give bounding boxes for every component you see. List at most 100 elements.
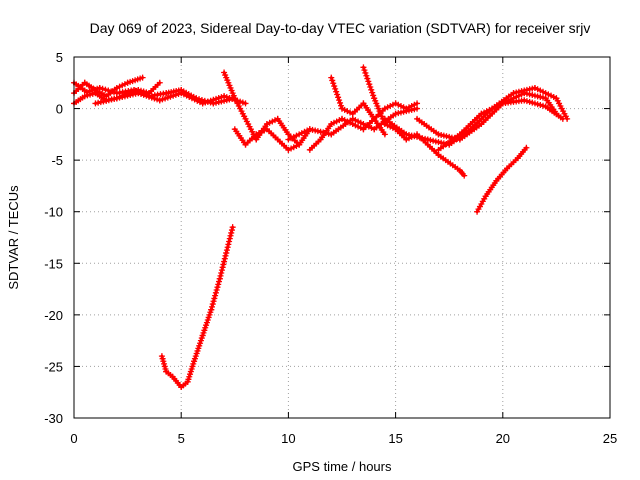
data-point xyxy=(381,131,388,138)
x-tick-label: 0 xyxy=(70,431,77,446)
data-point xyxy=(362,69,369,76)
data-point xyxy=(156,79,163,86)
data-point xyxy=(226,235,233,242)
data-point xyxy=(523,144,530,151)
series-arc-15 xyxy=(158,224,236,391)
data-point xyxy=(99,85,106,92)
data-point xyxy=(521,97,528,104)
data-point xyxy=(478,110,485,117)
data-point xyxy=(218,270,225,277)
data-point xyxy=(170,92,177,99)
data-point xyxy=(180,91,187,98)
data-point xyxy=(298,130,305,137)
data-point xyxy=(212,289,219,296)
data-point xyxy=(335,94,342,101)
data-point xyxy=(486,106,493,113)
data-point xyxy=(481,109,488,116)
data-point xyxy=(186,93,193,100)
data-point xyxy=(384,104,391,111)
data-point xyxy=(360,64,367,71)
y-tick-label: -10 xyxy=(44,205,63,220)
data-point xyxy=(121,81,128,88)
data-point xyxy=(208,306,215,313)
data-point xyxy=(172,91,179,98)
data-point xyxy=(213,95,220,102)
data-point xyxy=(194,97,201,104)
data-point xyxy=(151,95,158,102)
data-point xyxy=(366,81,373,88)
data-point xyxy=(550,93,557,100)
x-axis-label: GPS time / hours xyxy=(293,459,392,474)
data-point xyxy=(339,105,345,112)
data-point xyxy=(534,101,541,108)
data-point xyxy=(272,117,278,124)
data-point xyxy=(253,131,260,138)
data-point xyxy=(139,74,146,81)
y-tick-label: -30 xyxy=(44,411,63,426)
data-point xyxy=(360,121,367,128)
data-point xyxy=(334,91,341,98)
data-point xyxy=(229,224,236,231)
data-point xyxy=(216,275,223,282)
series-arc-5 xyxy=(221,69,303,148)
data-point xyxy=(218,94,225,101)
data-point xyxy=(365,78,372,85)
data-point xyxy=(534,86,541,93)
data-point xyxy=(183,92,190,99)
x-tick-label: 15 xyxy=(388,431,402,446)
data-point xyxy=(389,101,396,108)
data-point xyxy=(221,93,228,100)
data-point xyxy=(537,87,544,94)
data-point xyxy=(290,133,297,140)
data-point xyxy=(209,301,216,308)
data-point xyxy=(146,93,153,100)
data-point xyxy=(215,281,222,288)
data-point xyxy=(349,115,356,122)
data-point xyxy=(363,72,370,79)
data-point xyxy=(537,101,544,108)
data-point xyxy=(288,135,295,142)
data-point xyxy=(368,86,375,93)
data-point xyxy=(228,229,235,236)
data-point xyxy=(347,109,354,116)
data-point xyxy=(226,94,233,101)
data-point xyxy=(213,287,220,294)
data-point xyxy=(219,264,226,271)
data-point xyxy=(336,117,343,124)
data-point xyxy=(214,284,221,291)
data-point xyxy=(526,98,533,105)
data-point xyxy=(337,99,344,106)
data-point xyxy=(531,84,538,91)
series-arc-13 xyxy=(435,97,566,153)
data-point xyxy=(545,91,552,98)
data-point xyxy=(369,89,376,96)
y-tick-label: -15 xyxy=(44,256,63,271)
data-point xyxy=(285,146,292,153)
data-point xyxy=(154,96,161,103)
data-point xyxy=(119,82,126,89)
data-point xyxy=(159,96,166,103)
data-point xyxy=(191,96,198,103)
data-point xyxy=(222,252,229,259)
data-point xyxy=(226,238,233,245)
y-tick-label: -25 xyxy=(44,359,63,374)
data-point xyxy=(540,88,546,95)
data-point xyxy=(224,244,231,251)
data-point xyxy=(352,122,359,129)
data-point xyxy=(167,93,174,100)
data-point xyxy=(370,92,377,99)
data-point xyxy=(494,102,501,109)
data-point xyxy=(338,102,345,109)
data-point xyxy=(207,97,214,104)
data-point xyxy=(208,303,215,310)
series-arc-14 xyxy=(474,144,530,215)
x-tick-label: 20 xyxy=(496,431,510,446)
data-point xyxy=(162,95,169,102)
data-point xyxy=(328,121,335,128)
data-point xyxy=(215,94,222,101)
data-point xyxy=(293,142,300,149)
data-point xyxy=(341,117,348,124)
data-point xyxy=(403,136,410,143)
data-point xyxy=(461,172,468,179)
